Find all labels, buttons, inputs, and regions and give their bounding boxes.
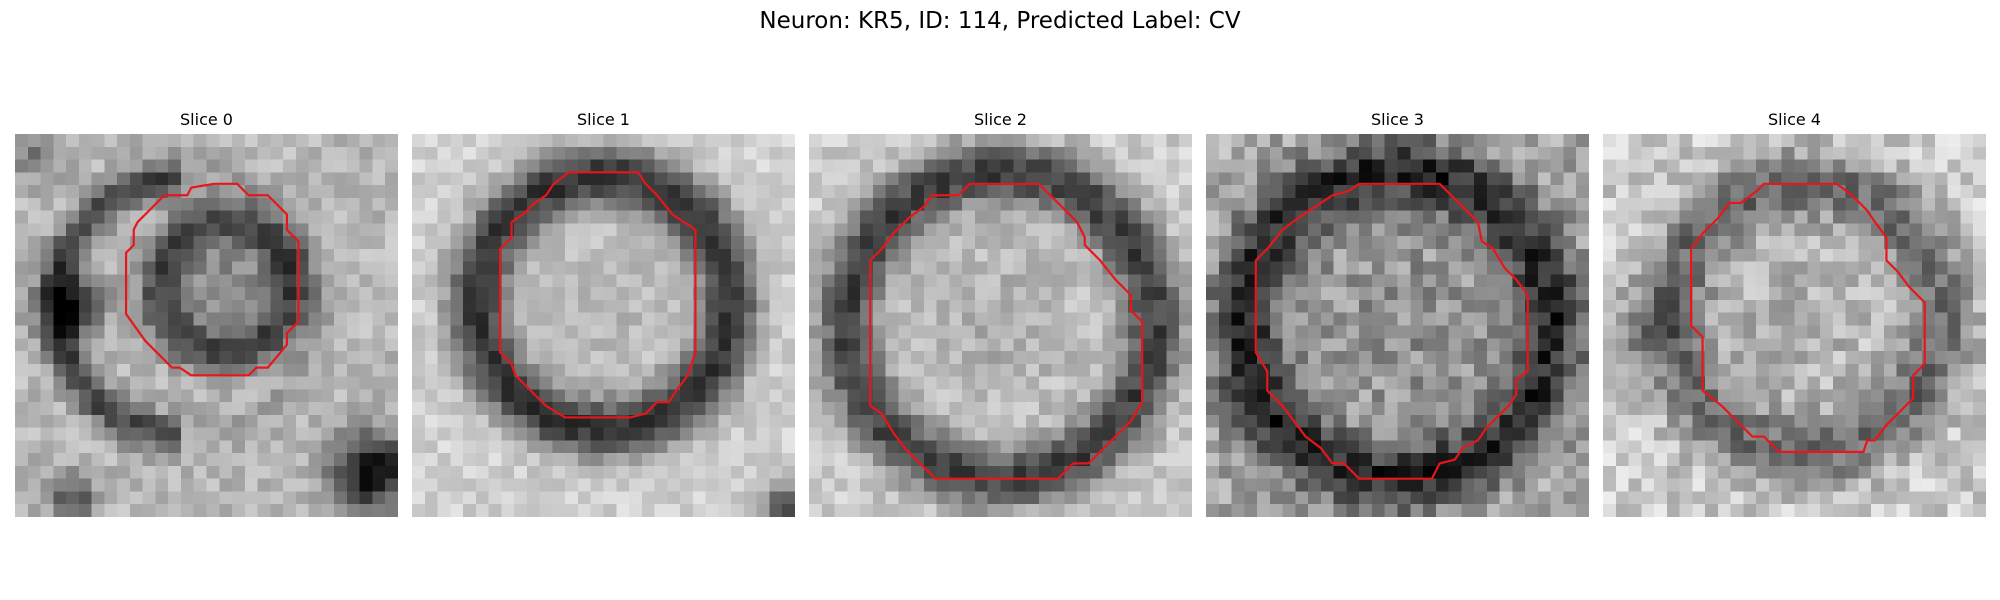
- slice-image: [1603, 134, 1986, 517]
- segmentation-contour: [126, 184, 298, 375]
- slice-panel-3: Slice 3: [1206, 110, 1589, 517]
- contour-overlay: [1603, 134, 1986, 517]
- slice-panel-2: Slice 2: [809, 110, 1192, 517]
- slice-image: [809, 134, 1192, 517]
- slice-title: Slice 2: [974, 110, 1027, 129]
- segmentation-contour: [1256, 184, 1528, 479]
- slice-panel-4: Slice 4: [1603, 110, 1986, 517]
- slice-panel-1: Slice 1: [412, 110, 795, 517]
- slice-image: [412, 134, 795, 517]
- contour-overlay: [412, 134, 795, 517]
- slice-image: [1206, 134, 1589, 517]
- slice-title: Slice 3: [1371, 110, 1424, 129]
- contour-overlay: [1206, 134, 1589, 517]
- slice-panel-0: Slice 0: [15, 110, 398, 517]
- figure-title: Neuron: KR5, ID: 114, Predicted Label: C…: [759, 8, 1241, 34]
- slice-title: Slice 1: [577, 110, 630, 129]
- segmentation-contour: [1691, 184, 1925, 452]
- segmentation-contour: [500, 172, 695, 417]
- slice-title: Slice 4: [1768, 110, 1821, 129]
- contour-overlay: [15, 134, 398, 517]
- segmentation-contour: [870, 184, 1142, 479]
- slice-title: Slice 0: [180, 110, 233, 129]
- contour-overlay: [809, 134, 1192, 517]
- slice-image: [15, 134, 398, 517]
